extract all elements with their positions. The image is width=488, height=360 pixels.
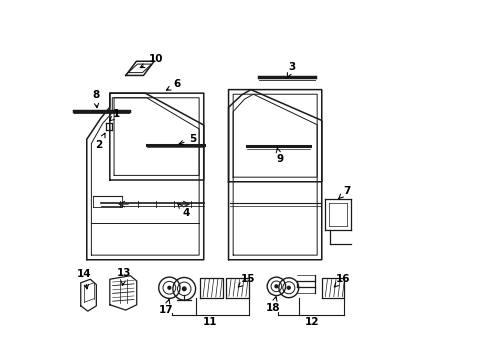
Text: 4: 4 <box>177 203 189 217</box>
Text: 16: 16 <box>334 274 349 287</box>
Text: 11: 11 <box>203 318 217 328</box>
Text: 7: 7 <box>338 186 350 199</box>
Text: 18: 18 <box>265 297 280 313</box>
Text: 13: 13 <box>117 268 131 285</box>
Text: 9: 9 <box>276 148 283 165</box>
Text: 8: 8 <box>92 90 99 108</box>
Text: 15: 15 <box>238 274 255 287</box>
Text: 5: 5 <box>179 134 196 145</box>
Text: 1: 1 <box>109 109 120 121</box>
Text: 6: 6 <box>166 79 181 90</box>
Circle shape <box>167 286 170 289</box>
Circle shape <box>274 285 277 288</box>
Circle shape <box>287 286 290 289</box>
Text: 14: 14 <box>77 269 91 289</box>
Text: 12: 12 <box>304 318 319 328</box>
Circle shape <box>182 287 185 291</box>
Text: 17: 17 <box>158 300 173 315</box>
Text: 3: 3 <box>287 62 295 77</box>
Text: 2: 2 <box>95 133 105 149</box>
Text: 10: 10 <box>140 54 163 68</box>
